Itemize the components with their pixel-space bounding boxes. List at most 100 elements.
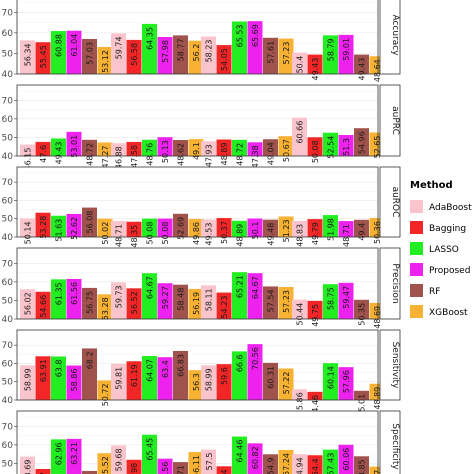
bar-adaboost xyxy=(111,221,126,237)
bar-lasso xyxy=(232,220,247,237)
bar-bagging xyxy=(216,292,232,319)
data-label: 66.6 xyxy=(236,354,245,372)
chart-legend: Method AdaBoost Bagging LASSO Proposed RF XGBo… xyxy=(410,180,472,318)
bar-xgboost xyxy=(188,40,204,74)
y-tick-label: 60 xyxy=(2,196,14,206)
data-label: 57.24 xyxy=(282,453,291,474)
bar-lasso xyxy=(232,272,247,319)
data-label: 56.02 xyxy=(24,292,33,315)
data-label: 50.71 xyxy=(177,465,186,474)
bar-proposed xyxy=(247,273,263,319)
panel-border xyxy=(16,247,379,320)
facet-label: Precision xyxy=(390,263,400,303)
data-label: 59.73 xyxy=(115,285,124,308)
data-label: 50.4 xyxy=(296,56,305,74)
data-label: 53.12 xyxy=(101,50,110,73)
data-label: 55.45 xyxy=(39,45,48,68)
facet-strip xyxy=(379,84,401,157)
bar-rf xyxy=(354,299,369,319)
data-label: 53.28 xyxy=(101,297,110,320)
facet-strip xyxy=(379,0,401,75)
data-label: 48.71 xyxy=(342,224,351,247)
data-label: 59.68 xyxy=(115,448,124,471)
bar-proposed xyxy=(66,131,82,156)
bar-bagging xyxy=(35,469,51,474)
data-label: 56.19 xyxy=(192,292,201,315)
bar-bagging xyxy=(216,466,232,474)
data-label: 64.67 xyxy=(146,276,155,299)
bar-proposed xyxy=(157,357,173,400)
bar-rf xyxy=(82,348,97,400)
data-label: 51.23 xyxy=(282,219,291,242)
bar-rf xyxy=(354,54,369,74)
bar-bagging xyxy=(126,459,142,474)
data-label: 51.98 xyxy=(130,463,139,474)
bar-proposed xyxy=(338,34,354,74)
data-label: 48.89 xyxy=(220,142,229,165)
bar-xgboost xyxy=(278,287,294,319)
data-label: 61.04 xyxy=(70,34,79,57)
bar-lasso xyxy=(323,449,338,474)
bar-adaboost xyxy=(20,218,35,237)
data-label: 59.47 xyxy=(342,286,351,309)
data-label: 64.67 xyxy=(251,276,260,299)
bar-bagging xyxy=(307,455,323,474)
data-label: 48.44 xyxy=(220,469,229,474)
bar-rf xyxy=(263,286,278,319)
data-label: 51.63 xyxy=(55,219,64,242)
bar-rf xyxy=(263,454,278,474)
bar-proposed xyxy=(338,367,354,400)
data-label: 62.96 xyxy=(55,442,64,465)
facet-strip xyxy=(379,166,401,238)
data-label: 53.85 xyxy=(358,459,367,474)
data-label: 50.35 xyxy=(358,303,367,326)
bar-proposed xyxy=(157,137,173,156)
data-label: 57.22 xyxy=(282,372,291,395)
data-label: 58.23 xyxy=(205,39,214,62)
data-label: 47.27 xyxy=(101,145,110,168)
data-label: 45.01 xyxy=(358,394,367,417)
data-label: 61.19 xyxy=(130,364,139,387)
bar-bagging xyxy=(307,54,323,74)
facet-label: Accuracy xyxy=(390,14,400,56)
panel-auroc: 40 50 60 70 50.14 53.28 51.63 52.62 56.08 50.02 48… xyxy=(2,166,401,248)
y-tick-label: 40 xyxy=(2,396,14,406)
bar-bagging xyxy=(35,141,51,156)
bar-xgboost xyxy=(188,218,204,237)
data-label: 56.75 xyxy=(86,291,95,314)
data-label: 53.28 xyxy=(39,216,48,239)
data-label: 49.86 xyxy=(192,222,201,245)
data-label: 58.77 xyxy=(177,38,186,61)
bar-bagging xyxy=(126,221,142,237)
legend-title: Method xyxy=(410,180,453,191)
bar-bagging xyxy=(126,39,142,74)
panel-border xyxy=(16,166,379,238)
data-label: 57.5 xyxy=(205,453,214,471)
data-label: 50.44 xyxy=(296,303,305,326)
bar-lasso xyxy=(142,218,157,237)
bar-bagging xyxy=(216,364,232,400)
bar-adaboost xyxy=(292,389,307,400)
bar-rf xyxy=(82,470,97,474)
data-label: 64.46 xyxy=(236,440,245,463)
data-label: 60.31 xyxy=(267,366,276,389)
bar-rf xyxy=(263,37,278,74)
data-label: 54.96 xyxy=(358,131,367,154)
data-label: 52.62 xyxy=(70,217,79,240)
data-label: 56.11 xyxy=(192,455,201,474)
legend-key-proposed xyxy=(410,263,423,276)
bar-adaboost xyxy=(292,52,307,74)
panel-auprc: 40 50 60 70 46.15 47.6 49.43 53.01 48.72 47.27 46.… xyxy=(2,84,401,170)
data-label: 54.23 xyxy=(220,296,229,319)
y-tick-label: 50 xyxy=(2,459,14,469)
y-tick-label: 60 xyxy=(2,115,14,125)
bar-proposed xyxy=(66,365,82,400)
data-label: 48.72 xyxy=(236,143,245,166)
data-label: 58.99 xyxy=(24,368,33,391)
data-label: 50.37 xyxy=(220,221,229,244)
data-label: 50.08 xyxy=(311,140,320,163)
bar-xgboost xyxy=(97,142,113,156)
data-label: 57.98 xyxy=(161,40,170,63)
data-label: 65.21 xyxy=(236,275,245,298)
legend-key-adaboost xyxy=(410,200,423,213)
